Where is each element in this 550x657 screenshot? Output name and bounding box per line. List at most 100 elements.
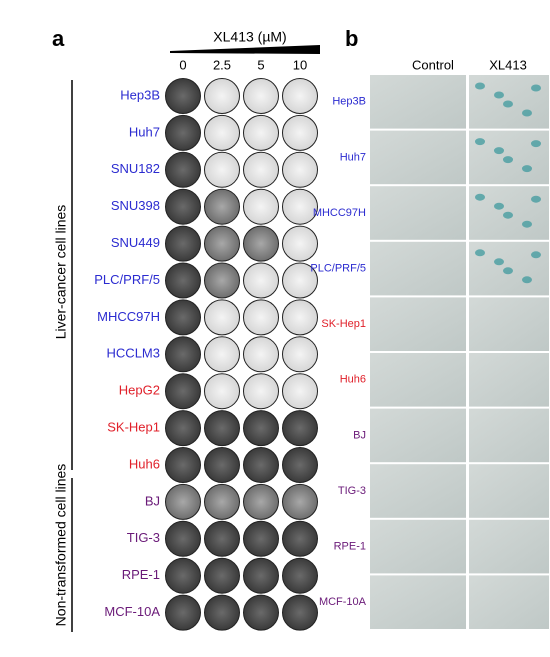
stain <box>475 82 485 90</box>
well <box>204 447 240 483</box>
stain <box>522 109 532 117</box>
well <box>243 78 279 114</box>
well <box>243 225 279 262</box>
dose-label: 0 <box>179 57 186 72</box>
micrograph <box>469 575 549 629</box>
well <box>243 299 279 336</box>
well <box>165 114 201 151</box>
micrograph <box>370 130 466 185</box>
stain <box>475 193 485 201</box>
stain <box>503 100 513 108</box>
well <box>204 299 240 336</box>
dose-label: 10 <box>293 57 307 72</box>
well <box>243 336 279 373</box>
cell-line-label: HCCLM3 <box>107 346 160 361</box>
cell-line-label: Huh6 <box>340 374 366 386</box>
treatment-label: XL413 (µM) <box>213 29 286 45</box>
cell-line-label: Hep3B <box>120 87 160 102</box>
dose-wedge <box>170 45 320 54</box>
cell-line-label: SNU182 <box>111 161 160 176</box>
well <box>282 151 318 188</box>
panel-label: b <box>345 26 358 51</box>
cell-line-label: RPE-1 <box>334 541 366 553</box>
dose-label: 5 <box>257 57 264 72</box>
cell-line-label: PLC/PRF/5 <box>94 272 160 287</box>
well <box>243 594 279 631</box>
stain <box>531 195 541 203</box>
cell-line-label: MHCC97H <box>313 207 366 219</box>
cell-line-label: Huh7 <box>340 151 366 163</box>
micrograph <box>370 353 466 407</box>
cell-line-label: PLC/PRF/5 <box>310 263 366 275</box>
cell-line-label: SNU449 <box>111 235 160 250</box>
well <box>243 262 279 299</box>
well <box>204 114 240 151</box>
cell-line-label: TIG-3 <box>338 485 366 497</box>
well <box>165 373 201 410</box>
well <box>165 520 201 557</box>
micrograph <box>370 75 466 129</box>
well <box>165 299 201 336</box>
stain <box>522 276 532 284</box>
well <box>282 594 318 631</box>
well <box>282 114 318 151</box>
micrograph <box>370 186 466 240</box>
well <box>243 410 279 447</box>
well <box>204 483 240 520</box>
well <box>282 188 318 225</box>
micrograph <box>469 408 549 463</box>
cell-line-label: SK-Hep1 <box>107 420 160 435</box>
stain <box>494 258 504 266</box>
well <box>243 151 279 188</box>
well <box>165 262 201 299</box>
well <box>165 557 201 594</box>
micrograph <box>370 575 466 629</box>
stain <box>531 140 541 148</box>
well <box>165 78 201 114</box>
cell-line-label: SK-Hep1 <box>321 318 366 330</box>
stain <box>503 267 513 275</box>
micrograph <box>370 408 466 463</box>
well <box>204 262 240 299</box>
well <box>165 410 201 447</box>
stain <box>494 202 504 210</box>
well <box>204 225 240 262</box>
well <box>243 520 279 557</box>
group-label: Non-transformed cell lines <box>53 464 69 627</box>
micrograph <box>370 297 466 351</box>
micrograph <box>370 464 466 518</box>
stain <box>522 220 532 228</box>
cell-line-label: BJ <box>353 429 366 441</box>
cell-line-label: Huh6 <box>129 456 160 471</box>
well <box>204 520 240 557</box>
well <box>282 225 318 262</box>
micrograph <box>469 464 549 518</box>
well <box>165 594 201 631</box>
micrograph <box>370 519 466 574</box>
well <box>243 373 279 410</box>
well <box>165 151 201 188</box>
well <box>165 447 201 483</box>
well <box>204 557 240 594</box>
stain <box>531 251 541 259</box>
cell-line-label: RPE-1 <box>122 567 160 582</box>
cell-line-label: MHCC97H <box>97 309 160 324</box>
well <box>243 188 279 225</box>
well <box>243 447 279 483</box>
micrograph <box>469 297 549 351</box>
well <box>165 225 201 262</box>
well <box>204 151 240 188</box>
stain <box>494 147 504 155</box>
cell-line-label: BJ <box>145 493 160 508</box>
micrograph <box>469 519 549 574</box>
well <box>243 114 279 151</box>
stain <box>494 91 504 99</box>
well <box>282 78 318 114</box>
well <box>282 483 318 520</box>
well <box>282 336 318 373</box>
stain <box>503 211 513 219</box>
cell-line-label: Hep3B <box>332 96 366 108</box>
well <box>282 447 318 483</box>
well <box>204 188 240 225</box>
